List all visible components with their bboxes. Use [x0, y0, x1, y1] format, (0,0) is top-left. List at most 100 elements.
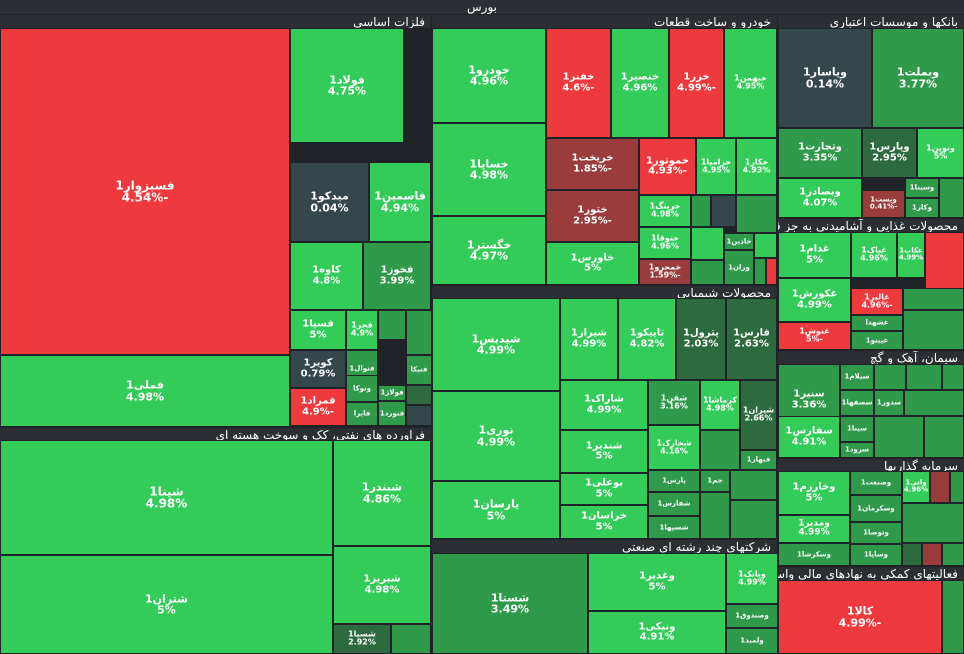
symbol-tile[interactable]: میدکو1 0.04%	[290, 162, 369, 242]
symbol-tile[interactable]: فنیکا	[406, 355, 432, 385]
symbol-tile[interactable]: سپنا1	[840, 416, 874, 442]
symbol-tile[interactable]: سدور1	[874, 390, 904, 416]
small-symbol-tile[interactable]	[730, 500, 777, 539]
sector-header[interactable]: سرمایه گذاریها	[778, 458, 964, 471]
symbol-tile[interactable]: شیران1 2.66%	[740, 380, 777, 450]
small-symbol-tile[interactable]	[391, 624, 431, 654]
small-symbol-tile[interactable]	[902, 503, 964, 543]
symbol-tile[interactable]: شفارس1	[648, 492, 700, 516]
symbol-tile[interactable]: واتی1 4.96%	[902, 471, 930, 503]
small-symbol-tile[interactable]	[942, 580, 964, 654]
symbol-tile[interactable]: وسکرشا1	[778, 543, 850, 566]
symbol-tile[interactable]: بوعلی1 5%	[560, 473, 648, 505]
symbol-tile[interactable]: وبملت1 3.77%	[872, 28, 964, 128]
symbol-tile[interactable]: فملی1 4.98%	[0, 355, 290, 427]
symbol-tile[interactable]: غدام1 5%	[778, 232, 851, 278]
sector-header[interactable]: فراورده های نفتی، کک و سوخت هسته ای	[0, 427, 431, 440]
symbol-tile[interactable]: کویر1 0.79%	[290, 350, 346, 388]
symbol-tile[interactable]: فجر1 4.9%	[346, 310, 378, 350]
small-symbol-tile[interactable]	[700, 492, 730, 539]
symbol-tile[interactable]: غنوش1 -5%	[778, 322, 851, 350]
small-symbol-tile[interactable]	[874, 416, 924, 458]
small-symbol-tile[interactable]	[691, 260, 724, 285]
symbol-tile[interactable]: وپاسار1 0.14%	[778, 28, 872, 128]
small-symbol-tile[interactable]	[950, 471, 964, 503]
small-symbol-tile[interactable]	[691, 195, 711, 227]
symbol-tile[interactable]: نوری1 4.99%	[432, 391, 560, 481]
small-symbol-tile[interactable]	[754, 233, 777, 258]
small-symbol-tile[interactable]	[736, 195, 777, 233]
sector-header[interactable]: محصولات غذایی و آشامیدنی به جز قند	[778, 218, 964, 232]
small-symbol-tile[interactable]	[903, 310, 964, 350]
symbol-tile[interactable]: فبهار1	[740, 450, 777, 470]
symbol-tile[interactable]: فاسمین1 4.94%	[369, 162, 431, 242]
symbol-tile[interactable]: غشهدا	[851, 315, 903, 331]
symbol-tile[interactable]: وغدیر1 5%	[588, 553, 726, 611]
small-symbol-tile[interactable]	[700, 430, 740, 470]
symbol-tile[interactable]: فسپا1 5%	[290, 310, 346, 350]
small-symbol-tile[interactable]	[691, 227, 724, 260]
small-symbol-tile[interactable]	[406, 310, 432, 355]
sector-header[interactable]: فلزات اساسی	[0, 14, 431, 28]
symbol-tile[interactable]: ختور1 -2.95%	[546, 190, 639, 242]
symbol-tile[interactable]: خرینگ1 4.98%	[639, 195, 691, 227]
small-symbol-tile[interactable]	[874, 364, 906, 390]
sector-header[interactable]: خودرو و ساخت قطعات	[432, 14, 777, 28]
small-symbol-tile[interactable]	[766, 258, 777, 285]
symbol-tile[interactable]: فخوز1 3.99%	[363, 242, 431, 310]
symbol-tile[interactable]: شستا1 3.49%	[432, 553, 588, 654]
small-symbol-tile[interactable]	[922, 543, 942, 566]
symbol-tile[interactable]: خودرو1 4.96%	[432, 28, 546, 123]
small-symbol-tile[interactable]	[406, 385, 432, 405]
sector-header[interactable]: فعالیتهای کمکی به نهادهای مالی واسط	[778, 566, 964, 580]
small-symbol-tile[interactable]	[906, 364, 942, 390]
symbol-tile[interactable]: فسبزوار1 -4.54%	[0, 28, 290, 355]
symbol-tile[interactable]: سفارس1 4.91%	[778, 416, 840, 458]
small-symbol-tile[interactable]	[939, 178, 964, 218]
symbol-tile[interactable]: خاورس1 5%	[546, 242, 639, 285]
symbol-tile[interactable]: وکار1	[905, 198, 939, 218]
symbol-tile[interactable]: وصنعت1	[850, 471, 902, 495]
symbol-tile[interactable]: غکورش1 4.99%	[778, 278, 851, 322]
symbol-tile[interactable]: فولاد1 4.75%	[290, 28, 404, 143]
symbol-tile[interactable]: پترول1 2.03%	[676, 298, 726, 380]
symbol-tile[interactable]: شخارک1 4.16%	[648, 425, 700, 470]
small-symbol-tile[interactable]	[942, 543, 964, 566]
symbol-tile[interactable]: وبصادر1 4.07%	[778, 178, 862, 218]
symbol-tile[interactable]: وپست1 -0.41%	[862, 190, 905, 218]
symbol-tile[interactable]: ونوکا	[346, 375, 378, 402]
symbol-tile[interactable]: وساپا1	[850, 544, 902, 566]
symbol-tile[interactable]: فولاژ1	[378, 385, 406, 401]
symbol-tile[interactable]: شسپا1 2.92%	[333, 624, 391, 654]
symbol-tile[interactable]: شسپها1	[648, 516, 700, 539]
small-symbol-tile[interactable]	[903, 288, 964, 310]
symbol-tile[interactable]: خگستر1 4.97%	[432, 216, 546, 285]
symbol-tile[interactable]: خزر1 -4.99%	[669, 28, 724, 138]
symbol-tile[interactable]: شندیر1 5%	[560, 430, 648, 473]
small-symbol-tile[interactable]	[754, 258, 766, 285]
symbol-tile[interactable]: سرود1	[840, 442, 874, 458]
symbol-tile[interactable]: شپدیس1 4.99%	[432, 298, 560, 391]
symbol-tile[interactable]: خزامیا1 4.95%	[696, 138, 736, 195]
symbol-tile[interactable]: کرماشا1 4.98%	[700, 380, 740, 430]
symbol-tile[interactable]: سیلام1	[840, 364, 874, 390]
small-symbol-tile[interactable]	[904, 390, 964, 416]
symbol-tile[interactable]: جم1	[700, 470, 730, 492]
symbol-tile[interactable]: خراسان1 5%	[560, 505, 648, 539]
symbol-tile[interactable]: وسینا1	[905, 178, 939, 198]
symbol-tile[interactable]: فمراد1 -4.9%	[290, 388, 346, 426]
small-symbol-tile[interactable]	[711, 195, 736, 227]
symbol-tile[interactable]: خفنر1 -4.6%	[546, 28, 611, 138]
small-symbol-tile[interactable]	[378, 310, 406, 340]
symbol-tile[interactable]: وسکرمان1	[850, 495, 902, 522]
symbol-tile[interactable]: وپارس1 2.95%	[862, 128, 917, 178]
symbol-tile[interactable]: پارس1	[648, 470, 700, 492]
symbol-tile[interactable]: ختوقا1 4.96%	[639, 227, 691, 259]
small-symbol-tile[interactable]	[924, 416, 964, 458]
symbol-tile[interactable]: خساپا1 4.98%	[432, 123, 546, 216]
symbol-tile[interactable]: وصندوق1	[726, 604, 778, 628]
symbol-tile[interactable]: خکار1 4.93%	[736, 138, 777, 195]
symbol-tile[interactable]: فنورد1	[378, 401, 406, 426]
sector-header[interactable]: بانکها و موسسات اعتباری	[778, 14, 964, 28]
symbol-tile[interactable]: کالا1 -4.99%	[778, 580, 942, 654]
